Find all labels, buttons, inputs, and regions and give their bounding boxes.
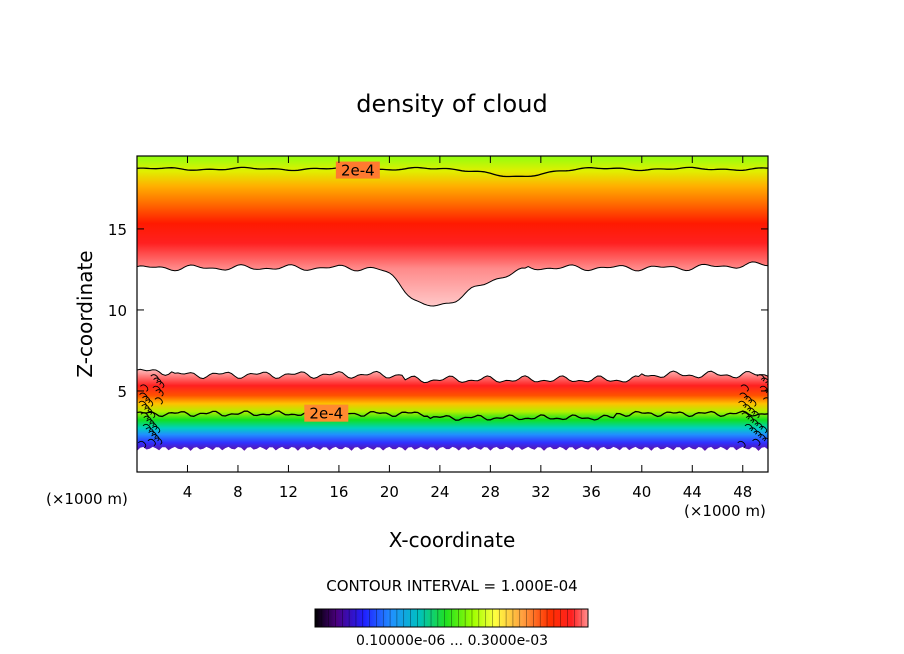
x-tick-label-12: 12 — [279, 483, 298, 501]
chart-title: density of cloud — [356, 90, 547, 118]
y-tick-label-15: 15 — [108, 221, 127, 239]
x-axis-label: X-coordinate — [389, 528, 516, 552]
colorbar-labels: 0.10000e-06 ... 0.3000e-03 — [356, 633, 548, 649]
upper-2e-4-contour — [137, 166, 768, 178]
x-tick-label-36: 36 — [582, 483, 601, 501]
colorbar-dividers — [321, 609, 582, 627]
x-tick-label-16: 16 — [329, 483, 348, 501]
svg-text:2e-4: 2e-4 — [341, 162, 375, 180]
lower-2e-4-contour — [137, 410, 768, 421]
x-tick-label-24: 24 — [430, 483, 449, 501]
lower-band-top-contour — [137, 368, 768, 384]
contour-label-lower: 2e-4 — [304, 404, 349, 423]
x-tick-label-4: 4 — [183, 483, 193, 501]
y-axis-label: Z-coordinate — [73, 250, 97, 377]
upper-cloud-band — [137, 156, 768, 306]
x-tick-label-32: 32 — [531, 483, 550, 501]
x-tick-label-44: 44 — [683, 483, 702, 501]
edge-contour-noise-left — [137, 374, 165, 449]
x-unit-left: (×1000 m) — [46, 490, 128, 508]
svg-text:2e-4: 2e-4 — [309, 405, 343, 423]
x-tick-label-8: 8 — [233, 483, 243, 501]
y-tick-label-5: 5 — [117, 383, 127, 401]
x-tick-label-20: 20 — [380, 483, 399, 501]
x-unit-right: (×1000 m) — [684, 502, 766, 520]
plot-frame — [136, 155, 769, 473]
y-axis-ticks: 5 10 15 — [108, 221, 768, 401]
x-axis-ticks: 4 8 12 16 20 24 28 32 36 40 44 48 — [183, 156, 752, 501]
contour-label-upper: 2e-4 — [335, 161, 380, 180]
x-tick-label-40: 40 — [632, 483, 651, 501]
plot-area — [137, 156, 768, 451]
x-tick-label-48: 48 — [733, 483, 752, 501]
colorbar — [314, 608, 589, 628]
x-tick-label-28: 28 — [481, 483, 500, 501]
edge-contour-noise-right — [737, 374, 768, 449]
y-tick-label-10: 10 — [108, 302, 127, 320]
contour-interval-label: CONTOUR INTERVAL = 1.000E-04 — [326, 577, 577, 595]
lower-cloud-band — [137, 369, 768, 451]
upper-band-base-contour — [137, 261, 768, 307]
